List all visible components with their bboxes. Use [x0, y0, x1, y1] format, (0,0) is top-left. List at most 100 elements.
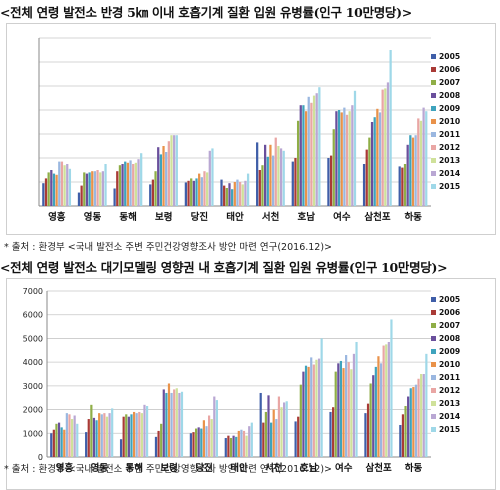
- bar-서천-2013: [277, 146, 280, 206]
- bar-영동-2005: [77, 192, 81, 206]
- legend-label: 2007: [439, 321, 461, 330]
- bar-서천-2009: [266, 156, 269, 206]
- bar-호남-2015: [320, 338, 323, 457]
- bar-영흥-2015: [76, 423, 79, 457]
- bar-영흥-2009: [60, 427, 63, 457]
- bar-여수-2007: [332, 129, 335, 206]
- bar-호남-2008: [302, 371, 305, 457]
- bar-보령-2010: [167, 383, 171, 457]
- legend-item-2011: 2011: [431, 371, 485, 384]
- legend-item-2012: 2012: [431, 141, 485, 154]
- bar-서천-2012: [274, 137, 277, 206]
- legend-item-2012: 2012: [431, 384, 485, 397]
- bar-당진-2014: [213, 396, 216, 457]
- legend-label: 2011: [439, 373, 461, 382]
- legend-swatch: [431, 336, 436, 341]
- bar-태안-2010: [233, 182, 236, 206]
- bar-삼천포-2009: [373, 117, 376, 206]
- bar-보령-2013: [175, 388, 178, 457]
- bar-하동-2005: [399, 424, 402, 457]
- bar-태안-2006: [227, 435, 230, 457]
- legend-label: 2005: [439, 295, 461, 304]
- x-tick-label: 서천: [265, 462, 282, 474]
- bar-삼천포-2010: [376, 108, 379, 206]
- bar-태안-2005: [224, 438, 227, 457]
- bar-호남-2012: [310, 102, 313, 206]
- bar-영흥-2013: [70, 419, 74, 457]
- legend-item-2010: 2010: [431, 115, 485, 128]
- bar-호남-2010: [304, 111, 308, 206]
- bar-영동-2006: [80, 185, 83, 206]
- bar-여수-2009: [337, 110, 341, 206]
- bar-서천-2005: [256, 142, 259, 206]
- x-tick-label: 동해: [126, 462, 143, 474]
- legend-label: 2006: [439, 308, 461, 317]
- legend-label: 2015: [439, 182, 461, 191]
- bar-서천-2010: [272, 409, 275, 457]
- bar-당진-2006: [187, 180, 190, 206]
- bar-보령-2009: [165, 392, 168, 457]
- bar-보령-2012: [173, 389, 176, 457]
- bar-삼천포-2006: [366, 403, 370, 457]
- bar-영흥-2008: [57, 422, 61, 457]
- legend-label: 2009: [439, 347, 461, 356]
- bar-태안-2011: [236, 179, 239, 206]
- bar-영흥-2007: [55, 423, 58, 457]
- bar-서천-2013: [280, 407, 283, 457]
- bar-영동-2010: [91, 171, 94, 206]
- bar-동해-2005: [119, 439, 123, 457]
- bar-서천-2006: [262, 422, 265, 457]
- bar-동해-2009: [130, 414, 133, 457]
- bar-하동-2010: [412, 387, 415, 457]
- bar-호남-2007: [299, 384, 302, 457]
- bar-하동-2010: [411, 137, 415, 206]
- legend-label: 2012: [439, 386, 461, 395]
- x-tick-label: 여수: [335, 462, 353, 474]
- bar-서천-2011: [275, 419, 278, 457]
- bar-태안-2013: [245, 435, 248, 457]
- x-tick-label: 태안: [226, 211, 244, 223]
- bar-태안-2007: [225, 188, 228, 206]
- bar-태안-2012: [238, 182, 242, 206]
- bar-동해-2014: [137, 159, 140, 206]
- legend-label: 2011: [439, 130, 461, 139]
- bar-하동-2013: [419, 120, 423, 206]
- chart-1-legend: 2005 2006 2007 2008 2009 2010 2011 2012 2013 2014…: [431, 50, 485, 193]
- bar-서천-2008: [263, 144, 267, 206]
- bar-호남-2007: [296, 120, 300, 206]
- legend-item-2008: 2008: [431, 332, 485, 345]
- x-tick-label: 영동: [84, 211, 102, 223]
- bar-영흥-2015: [68, 168, 72, 206]
- x-tick-label: 동해: [119, 211, 136, 223]
- legend-item-2011: 2011: [431, 128, 485, 141]
- legend-swatch: [431, 323, 436, 328]
- bar-여수-2011: [345, 355, 348, 457]
- y-tick-label: 1000: [23, 429, 43, 438]
- bar-태안-2007: [229, 438, 233, 457]
- bar-호남-2009: [304, 365, 308, 457]
- legend-item-2014: 2014: [431, 410, 485, 423]
- bar-하동-2014: [422, 107, 425, 206]
- bar-당진-2012: [203, 171, 206, 206]
- bar-영동-2015: [104, 164, 107, 206]
- bar-당진-2010: [202, 420, 205, 457]
- bar-태안-2009: [235, 436, 238, 457]
- bar-서천-2015: [285, 401, 288, 457]
- bar-삼천포-2005: [364, 413, 367, 457]
- bar-태안-2014: [248, 426, 251, 457]
- bar-태안-2008: [232, 435, 235, 457]
- legend-item-2009: 2009: [431, 102, 485, 115]
- bar-보령-2012: [167, 141, 170, 206]
- bar-하동-2009: [409, 388, 412, 457]
- bar-호남-2015: [318, 87, 321, 206]
- bar-호남-2014: [315, 93, 318, 206]
- x-tick-label: 당진: [195, 462, 212, 474]
- bar-영흥-2005: [50, 433, 53, 457]
- bar-동해-2006: [116, 171, 119, 206]
- bar-태안-2012: [242, 430, 246, 457]
- bar-여수-2005: [327, 158, 330, 206]
- bar-동해-2012: [138, 411, 141, 457]
- bar-영동-2010: [98, 413, 101, 457]
- bar-하동-2009: [409, 135, 412, 206]
- bar-당진-2010: [198, 173, 201, 206]
